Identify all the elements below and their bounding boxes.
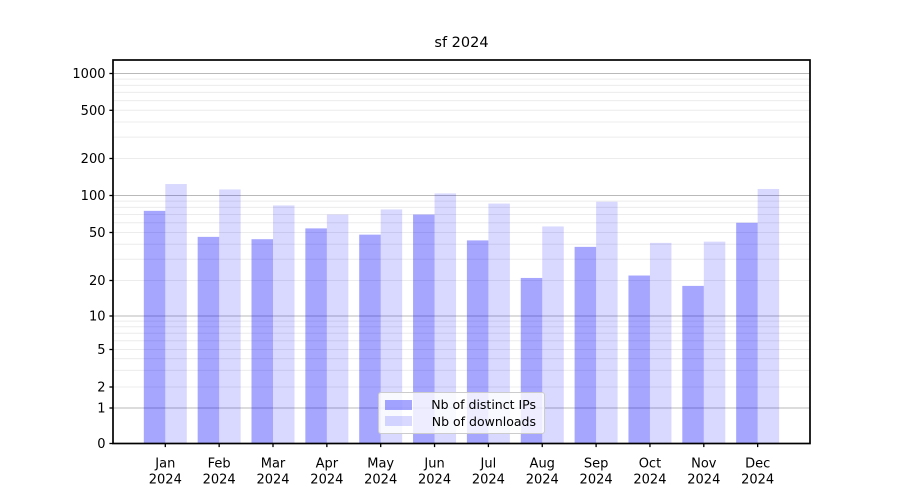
bar-distinct-ips-oct <box>628 275 650 444</box>
x-tick-label-year-feb: 2024 <box>203 473 236 488</box>
x-tick-label-may: May <box>367 457 394 472</box>
x-tick-label-year-oct: 2024 <box>633 473 666 488</box>
x-tick-label-year-jan: 2024 <box>149 473 182 488</box>
x-tick-label-aug: Aug <box>530 457 555 472</box>
bar-downloads-mar <box>273 205 295 444</box>
bar-downloads-may <box>380 209 403 444</box>
x-tick-label-year-may: 2024 <box>364 473 397 488</box>
x-tick-label-mar: Mar <box>261 457 286 472</box>
y-tick-label-5: 5 <box>97 343 105 358</box>
x-tick-label-oct: Oct <box>639 457 661 472</box>
bar-distinct-ips-jun <box>413 214 435 444</box>
y-tick-label-1: 1 <box>97 402 105 417</box>
legend-swatch-downloads <box>385 416 412 427</box>
x-tick-label-dec: Dec <box>745 457 770 472</box>
x-tick-label-nov: Nov <box>691 457 717 472</box>
y-tick-label-1000: 1000 <box>72 67 105 82</box>
plot-border <box>112 59 811 445</box>
bar-downloads-feb <box>219 189 241 444</box>
x-tick-label-year-nov: 2024 <box>687 473 720 488</box>
y-tick-label-100: 100 <box>81 189 106 204</box>
bar-distinct-ips-dec <box>736 222 758 444</box>
x-tick-label-jun: Jun <box>423 457 444 472</box>
bar-downloads-dec <box>757 188 780 444</box>
y-tick-label-10: 10 <box>89 310 106 325</box>
bar-downloads-jul <box>488 203 510 444</box>
x-tick-label-year-sep: 2024 <box>580 473 613 488</box>
x-tick-label-year-apr: 2024 <box>310 473 343 488</box>
legend-swatch-distinct-ips <box>385 399 412 410</box>
bar-downloads-apr <box>326 214 349 444</box>
bar-distinct-ips-mar <box>251 239 273 444</box>
bar-downloads-aug <box>542 226 564 444</box>
legend-item-downloads: Nb of downloads <box>385 414 536 429</box>
bar-downloads-jun <box>434 193 457 444</box>
y-tick-label-2: 2 <box>97 381 105 396</box>
x-tick-label-year-jun: 2024 <box>418 473 451 488</box>
y-tick-label-0: 0 <box>97 437 105 452</box>
bar-distinct-ips-may <box>359 234 381 444</box>
bar-distinct-ips-jan <box>143 210 166 444</box>
x-tick-label-sep: Sep <box>584 457 609 472</box>
chart-title: sf 2024 <box>434 35 489 51</box>
legend: Nb of distinct IPs Nb of downloads <box>378 392 545 434</box>
y-tick-label-500: 500 <box>81 104 106 119</box>
y-tick-label-50: 50 <box>89 226 106 241</box>
x-tick-label-year-aug: 2024 <box>526 473 559 488</box>
x-tick-label-year-mar: 2024 <box>256 473 289 488</box>
bar-downloads-sep <box>596 201 618 444</box>
bar-distinct-ips-nov <box>682 285 704 444</box>
x-tick-label-feb: Feb <box>208 457 231 472</box>
legend-label-downloads: Nb of downloads <box>431 413 536 429</box>
x-tick-label-year-jul: 2024 <box>472 473 505 488</box>
bar-downloads-nov <box>703 241 726 444</box>
y-tick-label-20: 20 <box>89 274 106 289</box>
bar-distinct-ips-sep <box>574 246 597 444</box>
x-tick-label-jan: Jan <box>154 457 175 472</box>
x-tick-label-jul: Jul <box>480 457 497 472</box>
x-tick-label-year-dec: 2024 <box>741 473 774 488</box>
legend-item-distinct-ips: Nb of distinct IPs <box>385 397 536 412</box>
bar-distinct-ips-apr <box>305 228 327 444</box>
legend-label-distinct-ips: Nb of distinct IPs <box>431 397 536 413</box>
bar-downloads-jan <box>165 184 187 444</box>
bar-downloads-oct <box>649 242 672 444</box>
bar-distinct-ips-feb <box>197 236 220 444</box>
x-tick-label-apr: Apr <box>316 457 339 472</box>
y-tick-label-200: 200 <box>81 152 106 167</box>
